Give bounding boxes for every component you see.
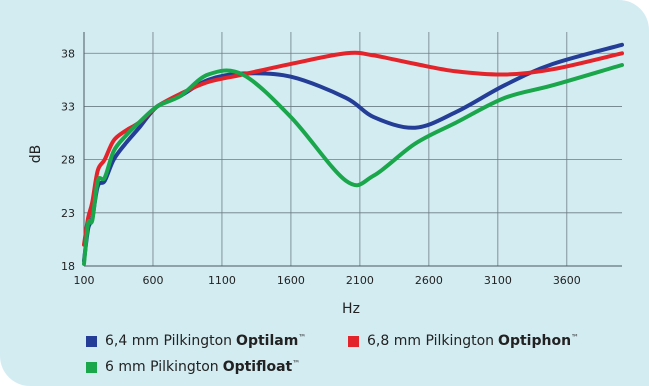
legend-label-bold: Optifloat (222, 359, 293, 375)
y-axis-title: dB (28, 145, 44, 164)
x-tick-label: 2100 (346, 274, 374, 287)
x-tick-label: 3600 (553, 274, 581, 287)
y-tick-label: 33 (61, 100, 75, 113)
y-tick-label: 23 (61, 207, 75, 220)
x-tick-label: 1600 (277, 274, 305, 287)
legend-item-optifloat: 6 mm Pilkington Optifloat ™ (86, 359, 300, 375)
x-tick-label: 3100 (484, 274, 512, 287)
series-layer (82, 42, 624, 266)
legend-label-prefix: 6,4 mm Pilkington (105, 333, 233, 349)
legend-label-mark: ™ (292, 358, 301, 368)
legend-item-optilam: 6,4 mm Pilkington Optilam ™ (86, 333, 306, 349)
legend-swatch-optifloat (86, 361, 97, 373)
legend-item-optiphon: 6,8 mm Pilkington Optiphon ™ (348, 333, 579, 349)
legend-label-mark: ™ (298, 332, 307, 342)
series-line-optifloat (82, 63, 624, 266)
legend-swatch-optilam (86, 335, 97, 347)
legend-label-mark: ™ (571, 332, 580, 342)
x-axis-title: Hz (342, 301, 360, 317)
series-line-optilam (82, 42, 624, 263)
legend-label-prefix: 6 mm Pilkington (105, 359, 219, 375)
legend-label-bold: Optiphon (498, 333, 572, 349)
x-tick-label: 1100 (208, 274, 236, 287)
y-tick-label: 38 (61, 47, 75, 60)
legend-label-prefix: 6,8 mm Pilkington (367, 333, 495, 349)
x-tick-label: 100 (74, 274, 95, 287)
legend-swatch-optiphon (348, 335, 359, 347)
y-tick-label: 18 (61, 260, 75, 273)
legend-label-bold: Optilam (236, 333, 299, 349)
axes (83, 32, 622, 267)
tick-labels: 100 600 1100 1600 2100 2600 3100 3600 18 23 28 33 38 (61, 47, 581, 287)
x-tick-label: 600 (142, 274, 163, 287)
series-line-optiphon (82, 50, 624, 247)
y-tick-label: 28 (61, 154, 75, 167)
x-tick-label: 2600 (415, 274, 443, 287)
